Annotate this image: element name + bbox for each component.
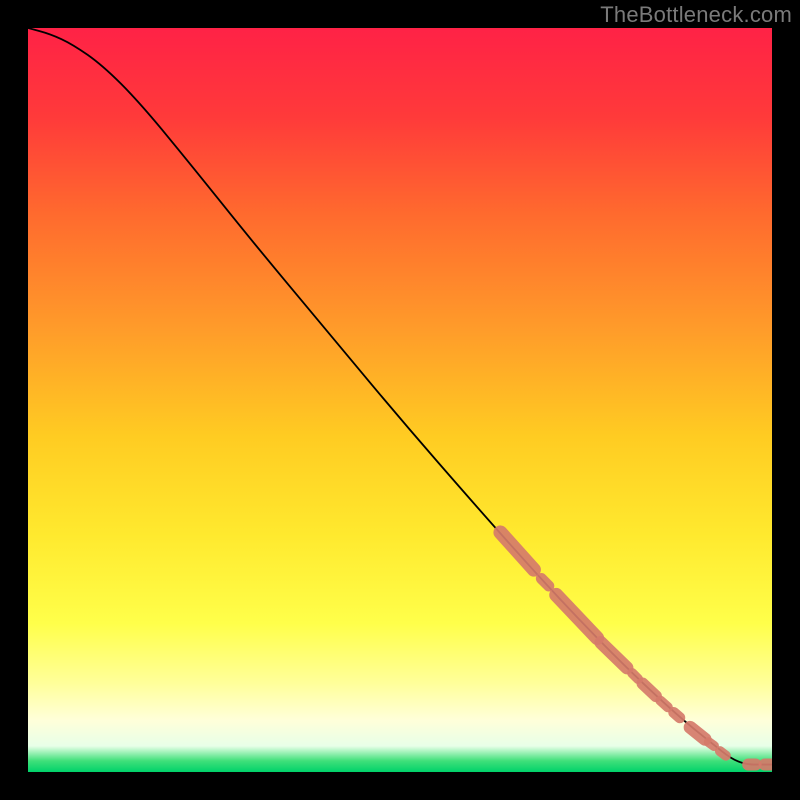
watermark-label: TheBottleneck.com	[600, 2, 792, 28]
highlight-marker	[632, 673, 638, 679]
highlight-marker	[674, 712, 680, 717]
chart-svg	[0, 0, 800, 800]
highlight-marker	[660, 701, 667, 708]
highlight-marker	[720, 751, 726, 755]
highlight-marker	[541, 579, 548, 586]
plot-background	[28, 28, 772, 772]
highlight-marker	[709, 742, 714, 746]
chart-plot	[0, 0, 800, 800]
chart-frame: TheBottleneck.com	[0, 0, 800, 800]
